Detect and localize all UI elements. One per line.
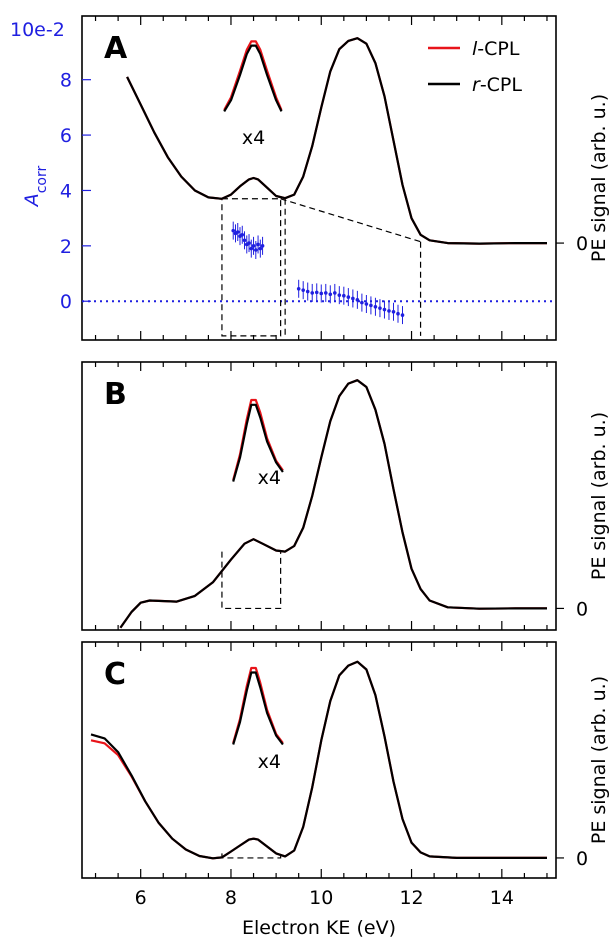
panel-b-right-zero-label: 0 [576,598,588,620]
x-tick-label: 12 [399,887,423,909]
panel-b-letter: B [104,377,127,412]
panel-a-zoom-diagonal [280,198,421,243]
x-axis-label: Electron KE (eV) [242,917,396,939]
panel-a-asym-point [396,311,400,316]
panel-a-left-top-label: 10e-2 [10,19,65,41]
x-tick-label: 6 [135,887,147,909]
panel-b-r-cpl-line [119,379,547,629]
panel-c-l-cpl-line [90,660,547,860]
panel-c-inset-label: x4 [258,751,281,773]
panel-a-asym-point [337,293,342,297]
panel-a-right-zero-label: 0 [576,233,588,255]
panel-a-inset-l-cpl [223,40,283,111]
panel-a-asym-point [296,286,301,291]
panel-c-frame [81,641,557,879]
panel-a-asym-point [346,295,351,299]
panel-a-letter: A [104,31,128,66]
panel-a-zoom-box [221,198,282,337]
panel-a-inset-label: x4 [242,127,265,149]
panel-a-asym-point [256,242,260,247]
panel-b-zoom-box [221,551,282,610]
panel-a-left-tick-label: 6 [60,125,72,147]
panel-a-left-tick-label: 4 [60,180,72,202]
panel-a-asym-point [333,291,337,295]
panel-c-r-cpl-line [90,660,547,860]
panel-a-asym-point [258,246,263,251]
panel-a-right-ylabel: PE signal (arb. u.) [588,94,610,262]
panel-a-asym-point [247,241,251,245]
panel-b-l-cpl-line [119,379,547,629]
panel-a-left-tick-label: 8 [60,70,72,92]
panel-a-asym-point [240,232,245,237]
panel-a-inset-r-cpl [223,44,283,112]
panel-b-frame [81,361,557,631]
panel-a-asym-point [231,228,236,233]
panel-b-inset-r-cpl [232,403,284,482]
panel-a-left-tick-label: 2 [60,236,72,258]
panel-c-letter: C [104,657,126,692]
panel-a-asym-point [251,244,256,248]
panel-a-asym-point [387,309,391,313]
panel-a-left-ylabel: Acorr [21,165,50,208]
panel-a-asym-point [305,289,310,294]
x-tick-label: 14 [490,887,514,909]
panel-a-asym-point [235,230,240,234]
panel-c-inset-r-cpl [232,671,284,746]
panel-a-asym-point [364,302,369,306]
panel-a-asym-point [310,291,315,295]
panel-a-frame [81,15,557,341]
panel-a-asym-point [373,304,378,309]
panel-a-asym-point [242,238,247,243]
panel-a-asym-point [391,309,396,314]
panel-a-asym-point [254,248,258,252]
panel-a-asym-point [301,288,306,292]
panel-a-asym-point [351,296,355,301]
x-tick-label: 10 [309,887,333,909]
panel-c-right-zero-label: 0 [576,848,588,870]
panel-a-asym-point [323,291,328,295]
legend-label-l: l-CPL [472,38,520,60]
x-tick-label: 8 [225,887,237,909]
panel-a-asym-point [400,313,405,317]
panel-a-asym-point [355,298,360,302]
panel-a-asym-point [360,300,364,305]
legend-label-r: r-CPL [472,74,522,96]
panel-b-inset-label: x4 [258,467,281,489]
panel-a-left-tick-label: 0 [60,291,72,313]
panel-c-zoom-box [221,853,282,859]
panel-a-asym-point [319,291,324,296]
panel-b-right-ylabel: PE signal (arb. u.) [588,412,610,580]
panel-a-asym-point [249,246,254,251]
panel-a-asym-point [382,307,387,312]
panel-a-asym-point [260,244,265,248]
panel-a-asym-point [342,293,346,298]
panel-c-right-ylabel: PE signal (arb. u.) [588,676,610,844]
panel-a-asym-point [378,306,382,310]
panel-a-l-cpl-line [126,37,547,245]
panel-a-asym-point [328,292,333,297]
panel-a-asym-point [314,290,319,295]
panel-a-r-cpl-line [126,37,547,245]
panel-a-asym-point [369,303,373,308]
